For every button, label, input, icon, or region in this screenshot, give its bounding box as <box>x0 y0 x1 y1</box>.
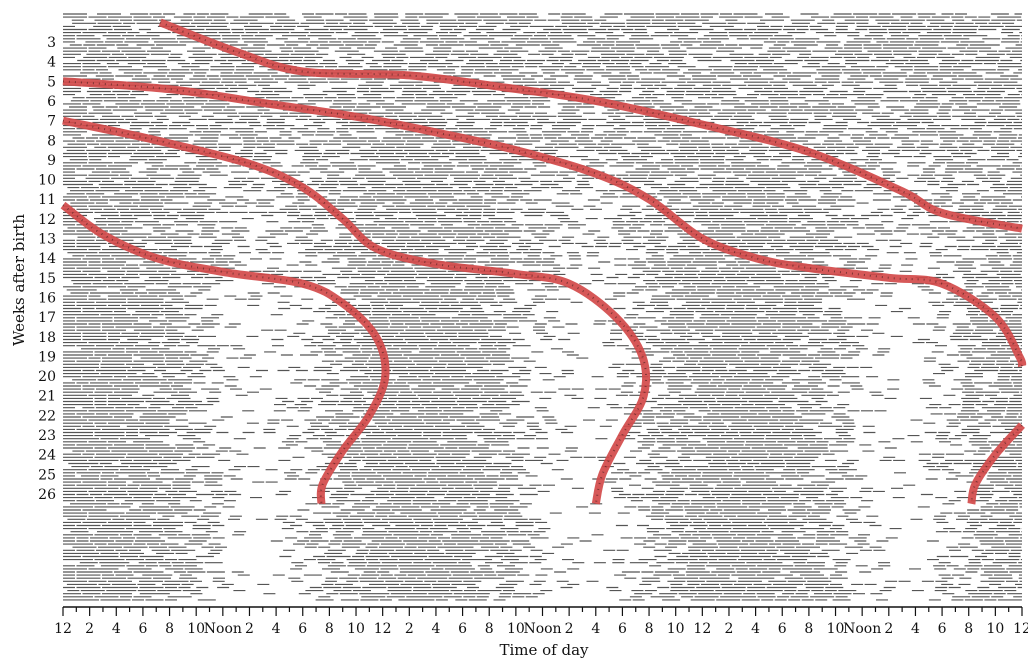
y-tick-label: 24 <box>38 448 56 464</box>
x-tick-label: 8 <box>485 621 494 637</box>
y-tick-label: 3 <box>47 35 56 51</box>
y-tick-label: 5 <box>47 74 56 90</box>
x-tick-label: 12 <box>693 621 711 637</box>
x-tick-label: 4 <box>911 621 920 637</box>
y-tick-label: 21 <box>38 389 56 405</box>
x-tick-label: 2 <box>245 621 254 637</box>
y-axis-tick-labels: 3 4 5 6 7 8 9 10 11 12 13 14 15 16 17 18 19 20 21 22 23 24 25 2… <box>38 35 56 503</box>
y-tick-label: 20 <box>38 369 56 385</box>
sleep-onset-curve-2 <box>62 77 1027 368</box>
x-tick-label: 8 <box>804 621 813 637</box>
x-tick-label: 4 <box>431 621 440 637</box>
x-tick-label: 4 <box>272 621 281 637</box>
x-tick-label: 2 <box>405 621 414 637</box>
y-tick-label: 13 <box>38 232 56 248</box>
x-tick-label: 10 <box>507 621 525 637</box>
x-tick-label: 2 <box>565 621 574 637</box>
x-tick-label: 8 <box>964 621 973 637</box>
x-tick-label: 4 <box>751 621 760 637</box>
y-tick-label: 4 <box>47 55 56 71</box>
x-tick-label: Noon <box>523 621 561 637</box>
curve-band <box>967 422 1025 505</box>
curve-band <box>158 18 1023 233</box>
y-tick-label: 18 <box>38 330 56 346</box>
sleep-records-layer <box>63 13 1022 601</box>
y-tick-label: 25 <box>38 467 56 483</box>
y-tick-label: 6 <box>47 94 56 110</box>
x-tick-label: 4 <box>591 621 600 637</box>
sleep-onset-curve-1 <box>158 18 1023 233</box>
y-tick-label: 12 <box>38 212 56 228</box>
y-tick-label: 15 <box>38 271 56 287</box>
x-tick-label: Noon <box>843 621 881 637</box>
x-axis <box>62 606 1023 616</box>
x-tick-label: 12 <box>374 621 392 637</box>
y-tick-label: 10 <box>38 173 56 189</box>
x-tick-label: 8 <box>645 621 654 637</box>
x-tick-label: 10 <box>827 621 845 637</box>
x-tick-label: 4 <box>112 621 121 637</box>
curve-band <box>60 201 390 505</box>
x-tick-label: 6 <box>298 621 307 637</box>
x-tick-label: 8 <box>165 621 174 637</box>
x-tick-label: 12 <box>54 621 72 637</box>
x-tick-label: 6 <box>778 621 787 637</box>
y-tick-label: 26 <box>38 487 56 503</box>
y-tick-label: 8 <box>47 133 56 149</box>
x-tick-label: 6 <box>138 621 147 637</box>
sleep-onset-curve-5 <box>967 422 1025 505</box>
y-tick-label: 17 <box>38 310 56 326</box>
x-tick-label: 10 <box>986 621 1004 637</box>
x-tick-label: 10 <box>667 621 685 637</box>
curve-dots <box>62 80 1024 367</box>
y-tick-label: 7 <box>47 114 56 130</box>
x-axis-label: Time of day <box>499 641 589 659</box>
x-tick-label: 2 <box>725 621 734 637</box>
y-tick-label: 9 <box>47 153 56 169</box>
y-tick-label: 19 <box>38 349 56 365</box>
sleep-onset-curve-4 <box>60 201 390 505</box>
y-tick-label: 16 <box>38 290 56 306</box>
x-tick-label: 12 <box>1013 621 1028 637</box>
y-tick-label: 11 <box>38 192 56 208</box>
x-tick-label: 2 <box>884 621 893 637</box>
x-tick-label: 6 <box>618 621 627 637</box>
sleep-onset-curve-3 <box>62 116 651 505</box>
y-tick-label: 22 <box>38 408 56 424</box>
x-tick-label: 10 <box>187 621 205 637</box>
x-tick-label: Noon <box>204 621 242 637</box>
y-tick-label: 23 <box>38 428 56 444</box>
x-tick-label: 10 <box>347 621 365 637</box>
x-tick-label: 8 <box>325 621 334 637</box>
sleep-onset-curves-layer <box>60 18 1027 505</box>
x-tick-label: 2 <box>85 621 94 637</box>
x-tick-label: 6 <box>458 621 467 637</box>
x-tick-label: 6 <box>938 621 947 637</box>
curve-dots <box>62 119 648 505</box>
y-axis-label: Weeks after birth <box>10 214 28 346</box>
y-tick-label: 14 <box>38 251 56 267</box>
